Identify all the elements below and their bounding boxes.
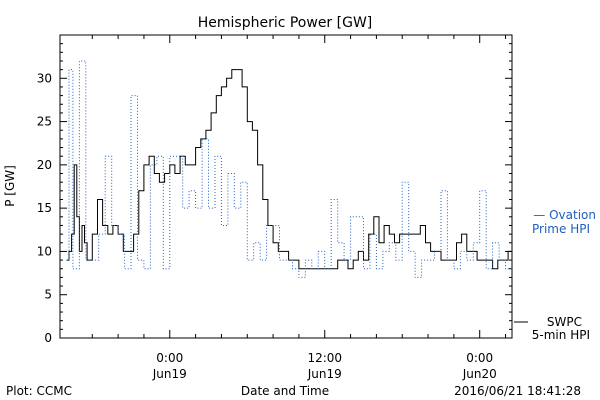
plot-frame xyxy=(59,34,513,339)
legend-swpc-line1: SWPC xyxy=(547,315,582,329)
y-tick-label: 20 xyxy=(37,158,52,172)
y-tick-label: 30 xyxy=(37,71,52,85)
y-tick-label: 5 xyxy=(44,288,52,302)
x-tick-date: Jun19 xyxy=(152,367,187,381)
chart-title: Hemispheric Power [GW] xyxy=(198,15,373,31)
legend-ovation-line2: Prime HPI xyxy=(532,222,590,236)
y-tick-label: 15 xyxy=(37,201,52,215)
y-axis-label: P [GW] xyxy=(3,165,17,207)
y-tick-label: 0 xyxy=(44,331,52,345)
footer-timestamp: 2016/06/21 18:41:28 xyxy=(454,384,581,398)
x-tick-time: 0:00 xyxy=(156,351,183,365)
footer-credit: Plot: CCMC xyxy=(6,384,72,398)
x-axis-label: Date and Time xyxy=(241,384,329,398)
swpc-hpi-line xyxy=(66,69,512,270)
x-tick-time: 12:00 xyxy=(307,351,342,365)
y-tick-label: 25 xyxy=(37,115,52,129)
axis-ticks: 0 5 10 15 20 25 30 0:00 Jun19 12:00 Jun19 0:00 Jun20… xyxy=(37,35,512,381)
x-tick-date: Jun20 xyxy=(462,367,497,381)
ovation-hpi-line xyxy=(66,60,512,278)
x-tick-date: Jun19 xyxy=(307,367,342,381)
legend-swpc-line2: 5-min HPI xyxy=(532,328,590,342)
y-tick-label: 10 xyxy=(37,244,52,258)
series-layer xyxy=(66,60,512,278)
legend-ovation-line1: — Ovation xyxy=(533,208,596,222)
x-tick-time: 0:00 xyxy=(466,351,493,365)
